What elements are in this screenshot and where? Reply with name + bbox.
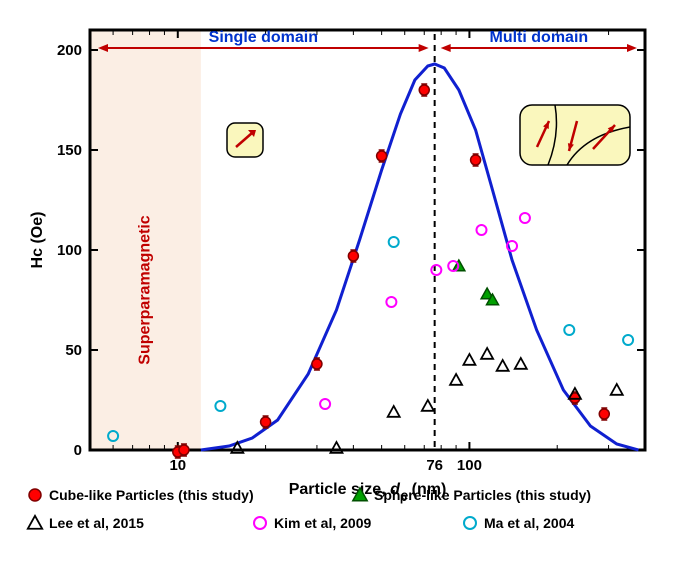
chart-container: 0 50 100 150 200 10 100 76 Single domain Multi do… bbox=[10, 10, 665, 556]
single-domain-label: Single domain bbox=[209, 29, 318, 46]
legend-item-label: Ma et al, 2004 bbox=[484, 515, 574, 531]
chart-svg: 0 50 100 150 200 10 100 76 Single domain Multi do… bbox=[10, 10, 665, 556]
multi-domain-icon bbox=[520, 105, 630, 165]
multi-domain-label: Multi domain bbox=[490, 29, 589, 46]
legend-item-label: Kim et al, 2009 bbox=[274, 515, 371, 531]
superparamagnetic-label: Superparamagnetic bbox=[136, 215, 153, 364]
y-axis-label: Hc (Oe) bbox=[29, 212, 46, 269]
y-tick-label: 150 bbox=[57, 142, 82, 159]
y-tick-label: 0 bbox=[74, 442, 82, 459]
legend-item-label: Cube-like Particles (this study) bbox=[49, 487, 254, 503]
x-tick-label: 10 bbox=[169, 457, 186, 474]
y-tick-label: 100 bbox=[57, 242, 82, 259]
x-tick-label: 100 bbox=[457, 457, 482, 474]
y-tick-label: 50 bbox=[65, 342, 82, 359]
y-tick-label: 200 bbox=[57, 42, 82, 59]
x-tick-76: 76 bbox=[426, 457, 443, 474]
legend-item-label: Lee et al, 2015 bbox=[49, 515, 144, 531]
legend-item-label: Sphere-like Particles (this study) bbox=[374, 487, 591, 503]
